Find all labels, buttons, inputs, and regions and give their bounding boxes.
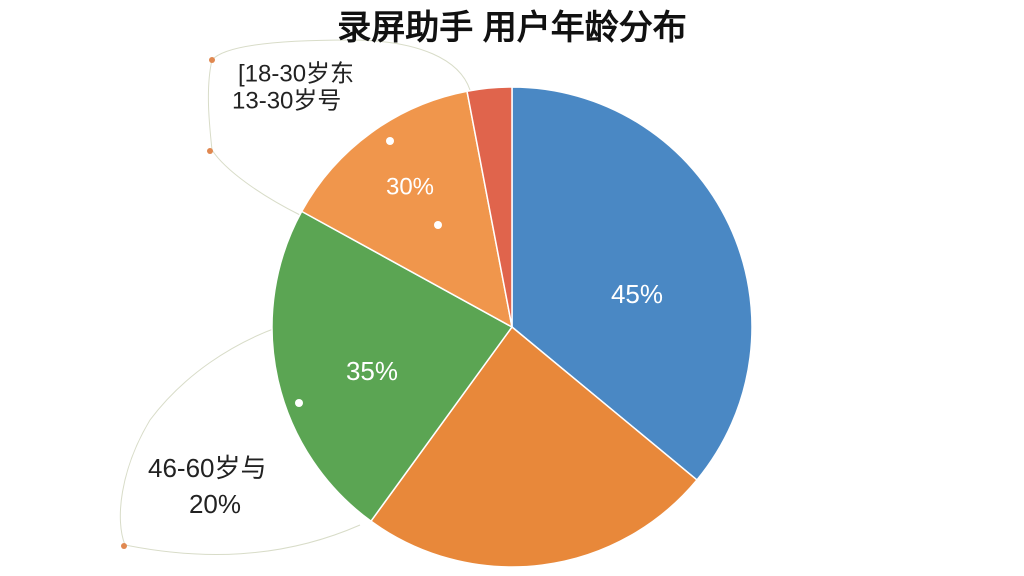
annotation: 13-30岁号 [232,87,341,114]
leader-line [119,319,361,555]
annotation: 35% [346,356,398,386]
dot [434,221,442,229]
leader-line [207,39,471,216]
annotation: 45% [611,279,663,309]
dot [295,399,303,407]
annotation: 20% [189,489,241,519]
dot [121,543,127,549]
annotation: 30% [386,173,434,200]
annotation: [18-30岁东 [238,60,354,87]
dot [386,137,394,145]
pie-slice [511,86,753,482]
dot [207,148,213,154]
dot [209,57,215,63]
decor [119,39,471,555]
pie-slice [300,90,514,329]
annotation: 46-60岁与 [148,453,267,483]
pie-slice [369,325,698,568]
pie-slice [271,210,514,523]
pie-slice [466,86,513,328]
chart-title: 录屏助手 用户年龄分布 [337,9,686,47]
